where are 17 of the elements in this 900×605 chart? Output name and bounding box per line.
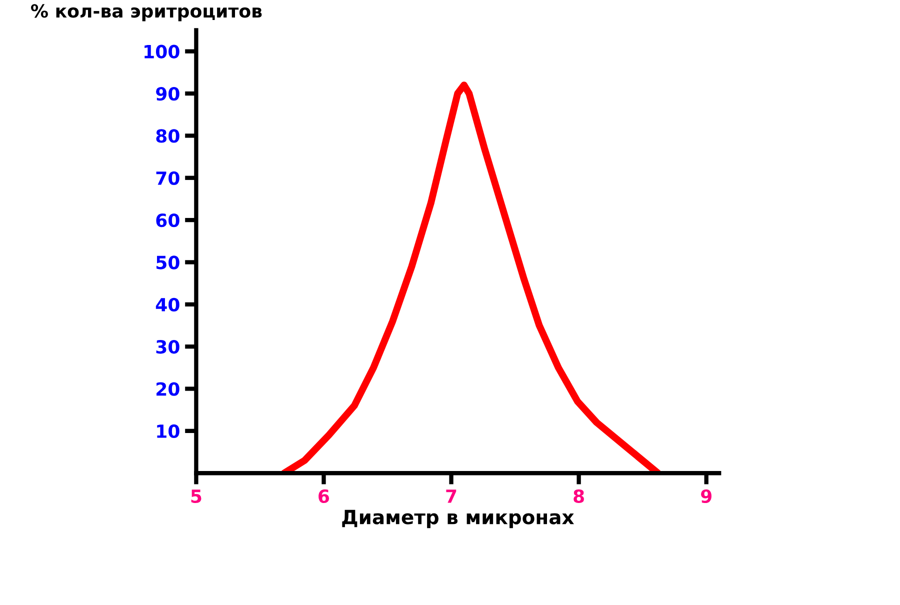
x-tick-label: 5 <box>191 490 202 504</box>
x-tick-label: 6 <box>318 489 330 504</box>
y-tick-label: 20 <box>156 382 180 396</box>
x-tick-label: 8 <box>574 489 584 504</box>
y-tick-label: 10 <box>157 424 180 438</box>
y-tick-label: 30 <box>156 340 180 354</box>
y-tick-label: 70 <box>156 171 180 185</box>
y-tick-label: 40 <box>156 298 180 312</box>
y-tick-label: 100 <box>144 44 180 58</box>
x-tick-label: 7 <box>446 490 456 503</box>
x-tick-label: 9 <box>701 489 712 504</box>
y-tick-label: 60 <box>156 214 180 228</box>
y-axis-title: % кол-ва эритроцитов <box>31 4 262 22</box>
y-tick-label: 50 <box>156 256 180 270</box>
y-tick-label: 90 <box>156 86 180 101</box>
x-axis-title: Диаметр в микронах <box>342 510 574 528</box>
y-tick-label: 80 <box>156 129 180 143</box>
